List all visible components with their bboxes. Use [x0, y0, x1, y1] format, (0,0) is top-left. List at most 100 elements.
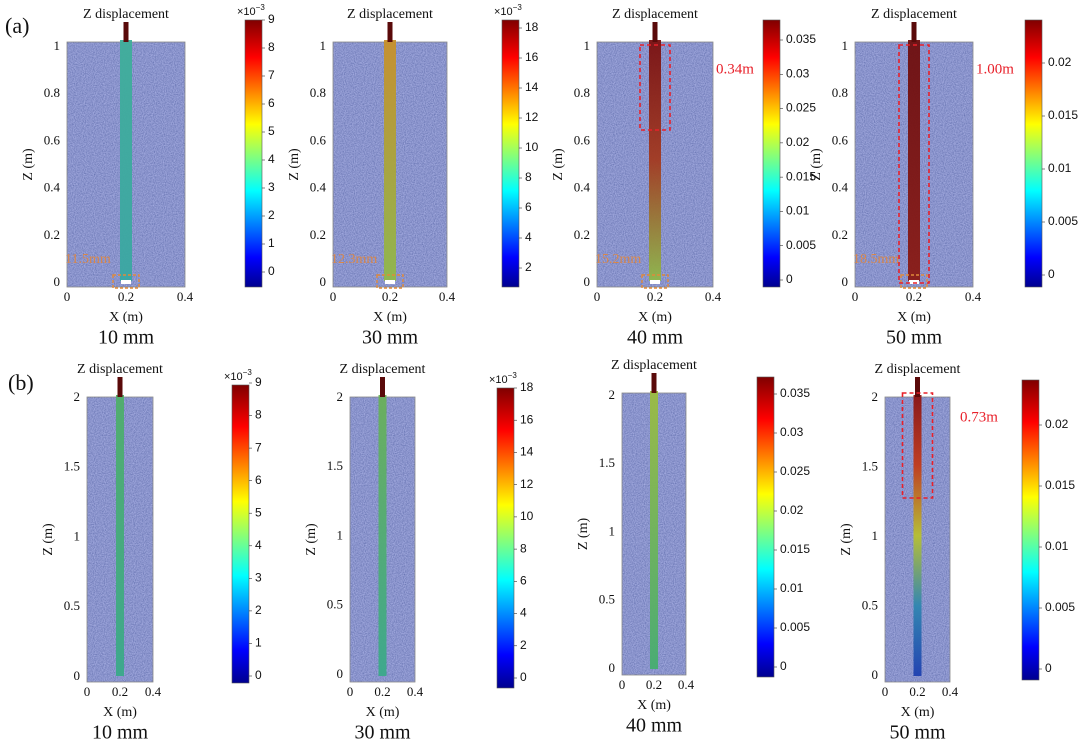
- panel-title: Z displacement: [611, 358, 697, 373]
- zone-label: 1.00m: [976, 61, 1014, 77]
- y-axis-label: Z (m): [41, 523, 56, 556]
- y-tick-label: 0.6: [574, 132, 591, 147]
- zone-label: 0.34m: [716, 61, 754, 77]
- x-axis-label: X (m): [109, 310, 143, 325]
- y-tick-label: 1: [74, 528, 81, 543]
- row-label: (a): [5, 13, 29, 38]
- colorbar-tick-label: 16: [525, 50, 539, 64]
- colorbar-scale-base: ×10: [494, 6, 513, 18]
- pile-head: [651, 373, 657, 393]
- colorbar-scale-exponent: −3: [513, 3, 523, 12]
- colorbar-tick-label: 7: [268, 68, 275, 82]
- panel-title: Z displacement: [83, 7, 169, 22]
- colorbar-tick-label: 0.01: [1048, 161, 1072, 175]
- x-axis-label: X (m): [366, 705, 400, 720]
- colorbar-tick-label: 5: [268, 124, 275, 138]
- panel-title: Z displacement: [340, 362, 426, 377]
- colorbar-tick-label: 0.005: [1048, 214, 1078, 228]
- panel: Z displacement 0 0.2 0.4 0.6 0.8 1 Z (m) 0 0.2 0.4…: [21, 3, 275, 348]
- colorbar: [244, 19, 263, 288]
- colorbar-tick-label: 0: [268, 264, 275, 278]
- colorbar-tick-label: 0: [255, 668, 262, 682]
- y-tick-label: 0: [320, 274, 327, 289]
- y-tick-label: 0.5: [64, 598, 80, 613]
- y-tick-label: 0.8: [832, 85, 848, 100]
- y-tick-label: 2: [872, 389, 879, 404]
- y-tick-label: 0: [337, 666, 344, 681]
- pile-head: [652, 22, 658, 42]
- pile-head: [387, 22, 393, 42]
- colorbar-tick-label: 0.02: [1048, 55, 1072, 69]
- x-tick-label: 0: [330, 289, 337, 304]
- y-tick-label: 0: [584, 274, 591, 289]
- x-tick-label: 0.2: [374, 684, 390, 699]
- colorbar-tick-label: 0.005: [786, 238, 816, 252]
- colorbar-tick-label: 18: [525, 20, 539, 34]
- y-tick-label: 0.2: [44, 227, 60, 242]
- pile: [384, 40, 396, 281]
- y-tick-label: 0.6: [832, 132, 849, 147]
- pile: [378, 395, 387, 676]
- y-tick-label: 0.4: [44, 180, 61, 195]
- y-axis-label: Z (m): [551, 148, 566, 181]
- y-tick-label: 0.4: [832, 180, 849, 195]
- x-tick-label: 0.4: [145, 684, 162, 699]
- y-tick-label: 0: [842, 274, 849, 289]
- y-tick-label: 1: [584, 38, 591, 53]
- colorbar-scale: ×10−3: [237, 3, 265, 18]
- colorbar: [1021, 379, 1040, 681]
- y-tick-label: 0.2: [574, 227, 590, 242]
- caption: 40 mm: [626, 715, 683, 737]
- caption: 50 mm: [886, 327, 943, 349]
- pile: [913, 395, 922, 676]
- colorbar-tick-label: 6: [525, 200, 532, 214]
- panel: Z displacement 0 0.5 1 1.5 2 Z (m) 0 0.2 0.4 X (m)…: [41, 362, 262, 743]
- x-tick-label: 0.2: [909, 684, 925, 699]
- panel-title: Z displacement: [875, 362, 961, 377]
- colorbar-tick-label: 2: [268, 208, 275, 222]
- colorbar-tick-label: 12: [520, 477, 534, 491]
- caption: 30 mm: [362, 327, 419, 349]
- pile: [908, 40, 920, 281]
- y-tick-label: 1: [842, 38, 849, 53]
- y-tick-label: 1: [337, 527, 344, 542]
- caption: 30 mm: [354, 722, 411, 744]
- x-tick-label: 0: [84, 684, 91, 699]
- colorbar-scale: ×10−3: [224, 368, 252, 383]
- y-tick-label: 1.5: [64, 459, 80, 474]
- x-tick-label: 0: [64, 289, 71, 304]
- colorbar-tick-label: 2: [525, 260, 532, 274]
- y-tick-label: 0: [74, 668, 81, 683]
- colorbar-tick-label: 0: [780, 659, 787, 673]
- panel: Z displacement 0 0.5 1 1.5 2 Z (m) 0 0.2 0.4 X (m)…: [839, 362, 1075, 743]
- colorbar-tick-label: 0.025: [786, 101, 816, 115]
- caption: 10 mm: [92, 722, 149, 744]
- panel-title: Z displacement: [871, 7, 957, 22]
- colorbar-tick-label: 4: [525, 230, 532, 244]
- x-tick-label: 0: [852, 289, 859, 304]
- y-axis-label: Z (m): [839, 523, 854, 556]
- colorbar-scale-exponent: −3: [256, 3, 266, 12]
- colorbar-scale: ×10−3: [494, 3, 522, 18]
- x-tick-label: 0.4: [439, 289, 456, 304]
- colorbar-tick-label: 8: [525, 170, 532, 184]
- colorbar-scale-exponent: −3: [508, 371, 518, 380]
- colorbar-tick-label: 0.035: [786, 32, 816, 46]
- y-axis-label: Z (m): [304, 523, 319, 556]
- x-axis-label: X (m): [901, 705, 935, 720]
- colorbar: [501, 19, 520, 288]
- colorbar-tick-label: 0.02: [786, 135, 810, 149]
- y-tick-label: 0.2: [310, 227, 326, 242]
- colorbar-tick-label: 3: [255, 571, 262, 585]
- colorbar: [762, 19, 781, 288]
- colorbar-tick-label: 0: [520, 670, 527, 684]
- caption: 10 mm: [98, 327, 155, 349]
- y-tick-label: 0.8: [574, 85, 590, 100]
- colorbar-tick-label: 16: [520, 412, 534, 426]
- panel: Z displacement 0 0.2 0.4 0.6 0.8 1 Z (m) 0 0.2 0.4…: [287, 3, 538, 348]
- displacement-label: 18.5mm: [853, 252, 899, 267]
- x-tick-label: 0: [347, 684, 354, 699]
- colorbar-tick-label: 12: [525, 110, 539, 124]
- x-tick-label: 0.4: [942, 684, 959, 699]
- displacement-label: 11.5mm: [65, 252, 111, 267]
